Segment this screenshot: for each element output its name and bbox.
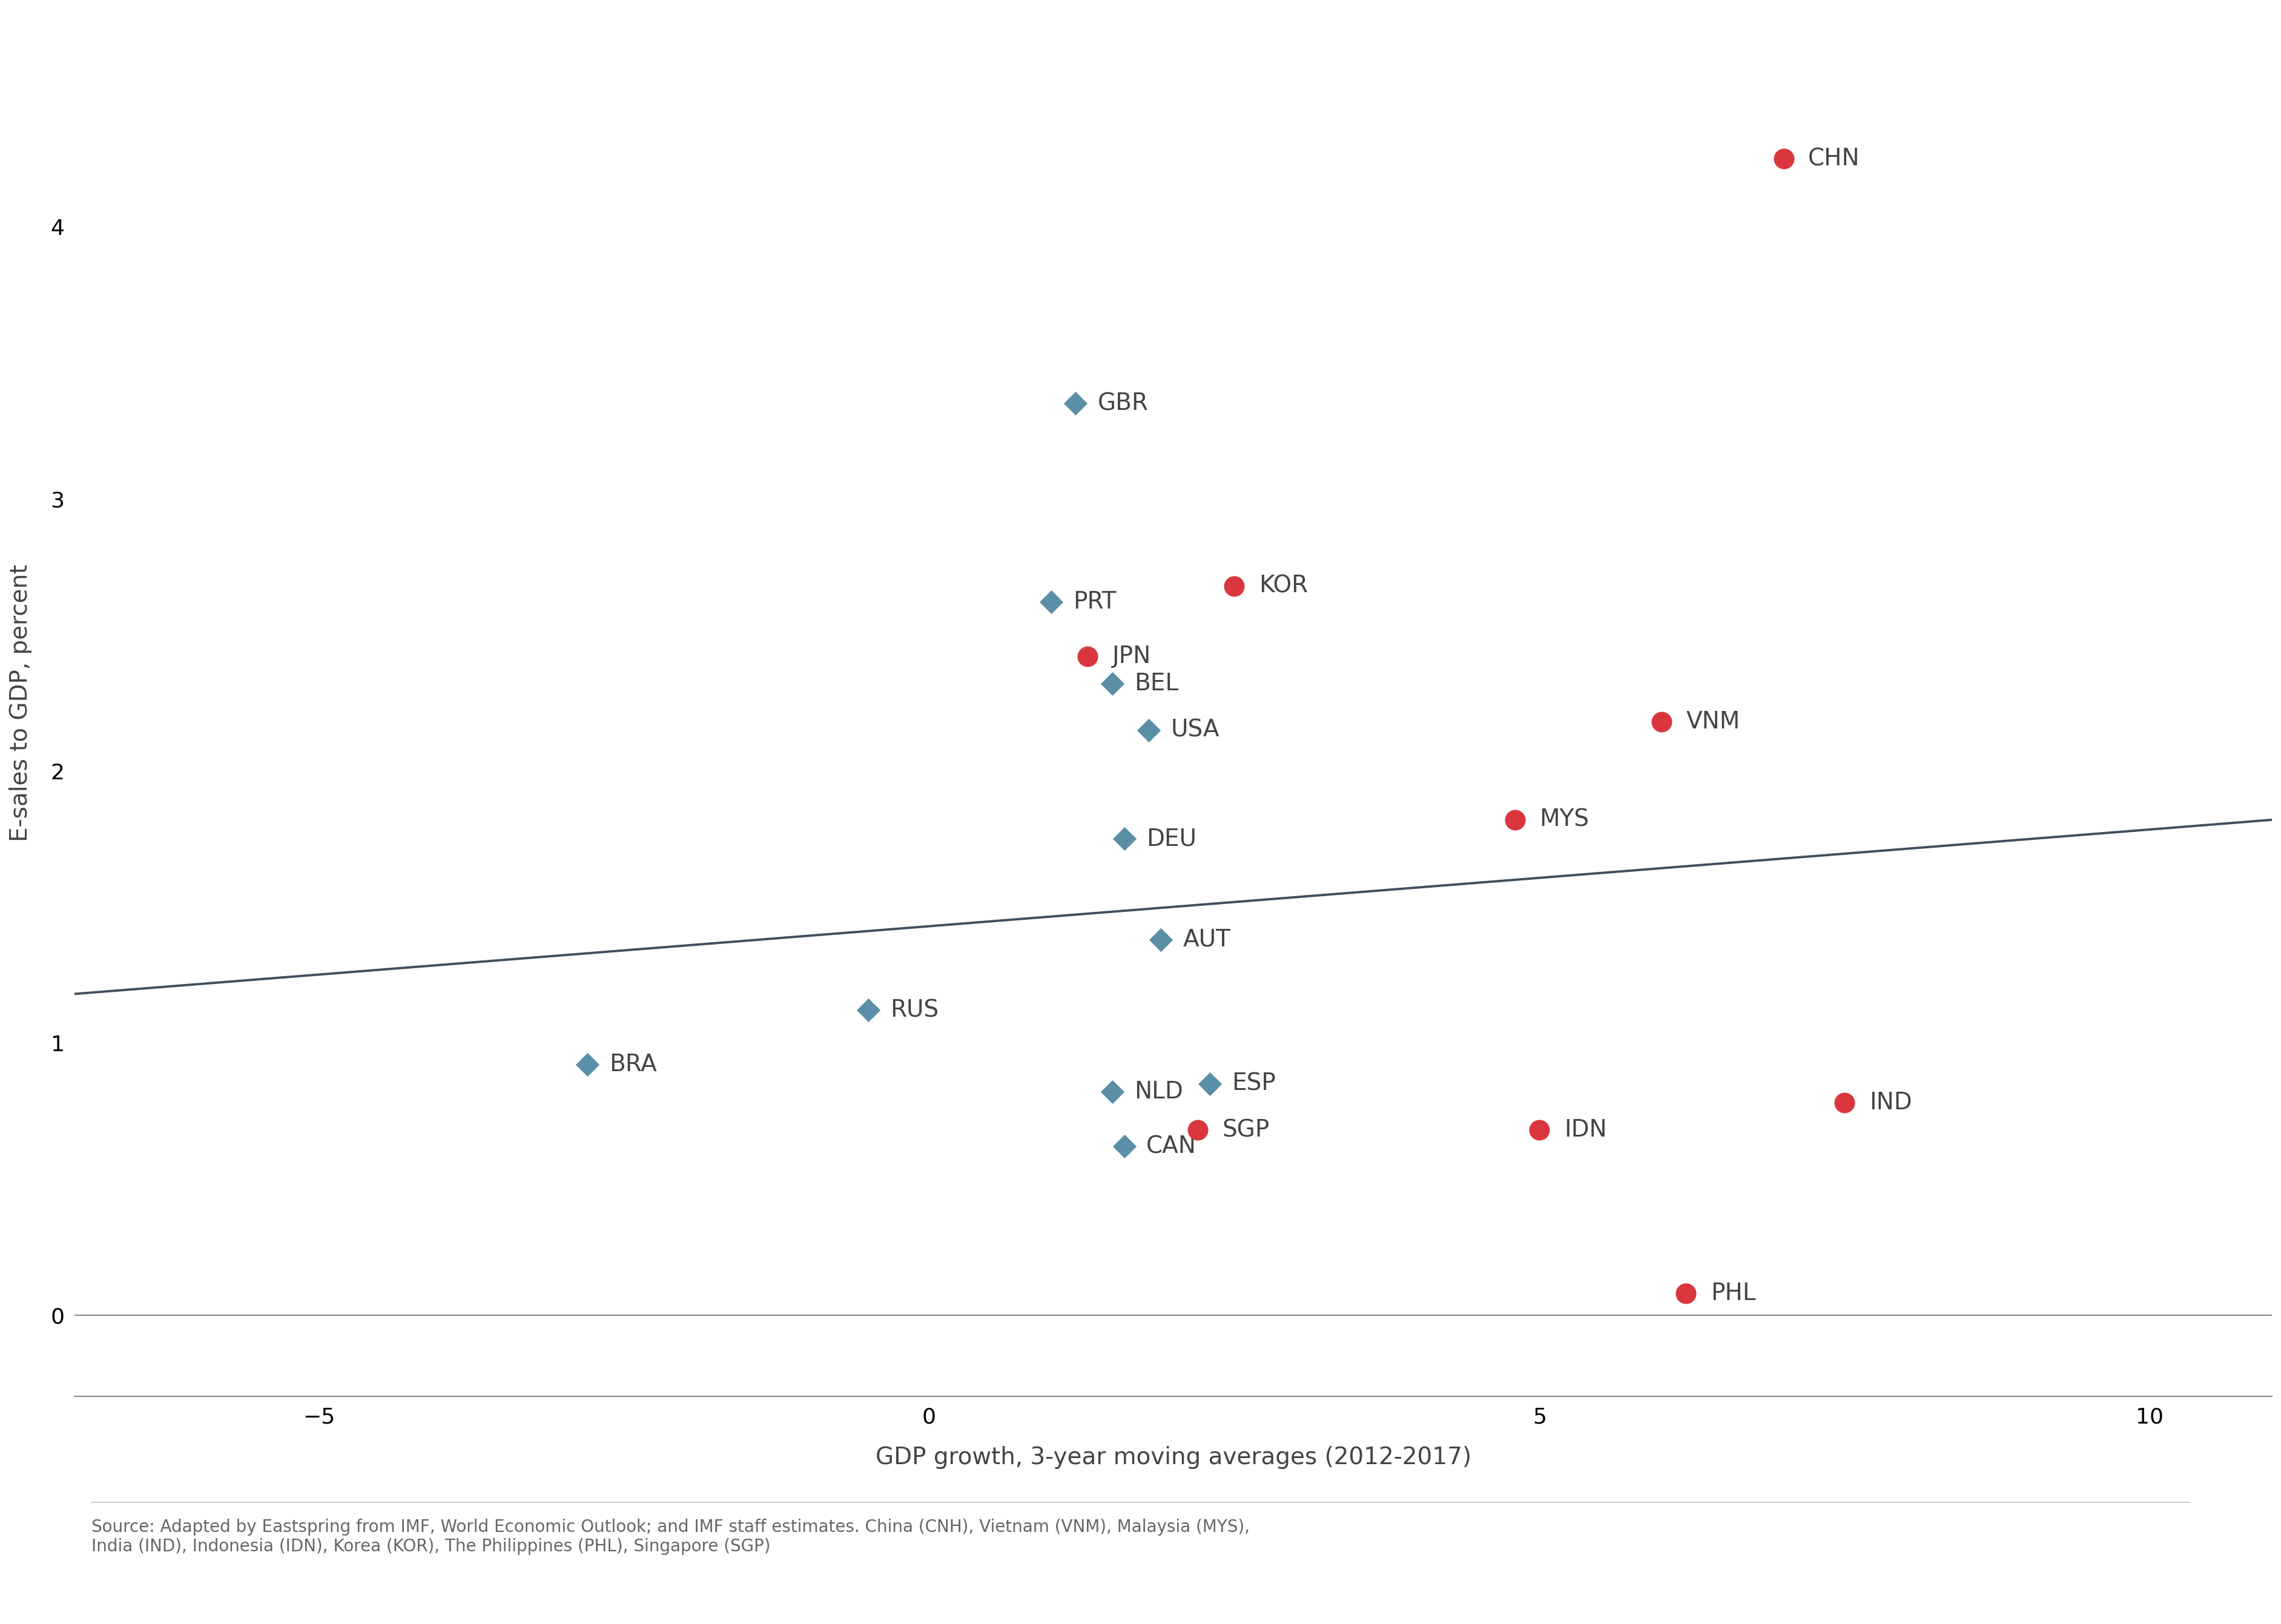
Text: RUS: RUS bbox=[890, 999, 937, 1021]
Point bbox=[1667, 1280, 1704, 1306]
Point bbox=[851, 997, 887, 1023]
Point bbox=[1106, 827, 1143, 853]
Text: NLD: NLD bbox=[1134, 1080, 1184, 1103]
Text: USA: USA bbox=[1170, 718, 1220, 742]
Point bbox=[1095, 1078, 1131, 1104]
Text: BEL: BEL bbox=[1134, 672, 1179, 695]
Text: PRT: PRT bbox=[1072, 591, 1115, 614]
Text: GBR: GBR bbox=[1097, 391, 1147, 416]
Y-axis label: E-sales to GDP, percent: E-sales to GDP, percent bbox=[9, 564, 32, 841]
Point bbox=[1179, 1117, 1216, 1143]
X-axis label: GDP growth, 3-year moving averages (2012-2017): GDP growth, 3-year moving averages (2012… bbox=[876, 1445, 1471, 1468]
Text: ESP: ESP bbox=[1232, 1072, 1275, 1095]
Point bbox=[1058, 390, 1095, 416]
Text: SGP: SGP bbox=[1223, 1119, 1271, 1142]
Text: VNM: VNM bbox=[1686, 710, 1740, 734]
Text: JPN: JPN bbox=[1113, 645, 1152, 667]
Point bbox=[1496, 807, 1533, 833]
Text: DEU: DEU bbox=[1147, 827, 1198, 851]
Point bbox=[568, 1052, 604, 1078]
Point bbox=[1131, 718, 1168, 744]
Point bbox=[1765, 146, 1802, 172]
Text: CHN: CHN bbox=[1809, 148, 1859, 171]
Point bbox=[1106, 1134, 1143, 1160]
Point bbox=[1216, 573, 1252, 599]
Text: CAN: CAN bbox=[1147, 1135, 1198, 1158]
Point bbox=[1070, 643, 1106, 669]
Text: PHL: PHL bbox=[1711, 1281, 1756, 1304]
Point bbox=[1191, 1070, 1227, 1096]
Point bbox=[1095, 671, 1131, 697]
Text: BRA: BRA bbox=[609, 1052, 657, 1077]
Text: IND: IND bbox=[1868, 1091, 1911, 1114]
Point bbox=[1827, 1090, 1864, 1116]
Text: KOR: KOR bbox=[1259, 575, 1307, 598]
Text: AUT: AUT bbox=[1184, 927, 1232, 952]
Point bbox=[1033, 590, 1070, 615]
Text: MYS: MYS bbox=[1540, 809, 1590, 831]
Point bbox=[1521, 1117, 1558, 1143]
Point bbox=[1143, 927, 1179, 953]
Point bbox=[1642, 710, 1679, 736]
Text: Source: Adapted by Eastspring from IMF, World Economic Outlook; and IMF staff es: Source: Adapted by Eastspring from IMF, … bbox=[91, 1518, 1250, 1556]
Text: IDN: IDN bbox=[1565, 1119, 1606, 1142]
